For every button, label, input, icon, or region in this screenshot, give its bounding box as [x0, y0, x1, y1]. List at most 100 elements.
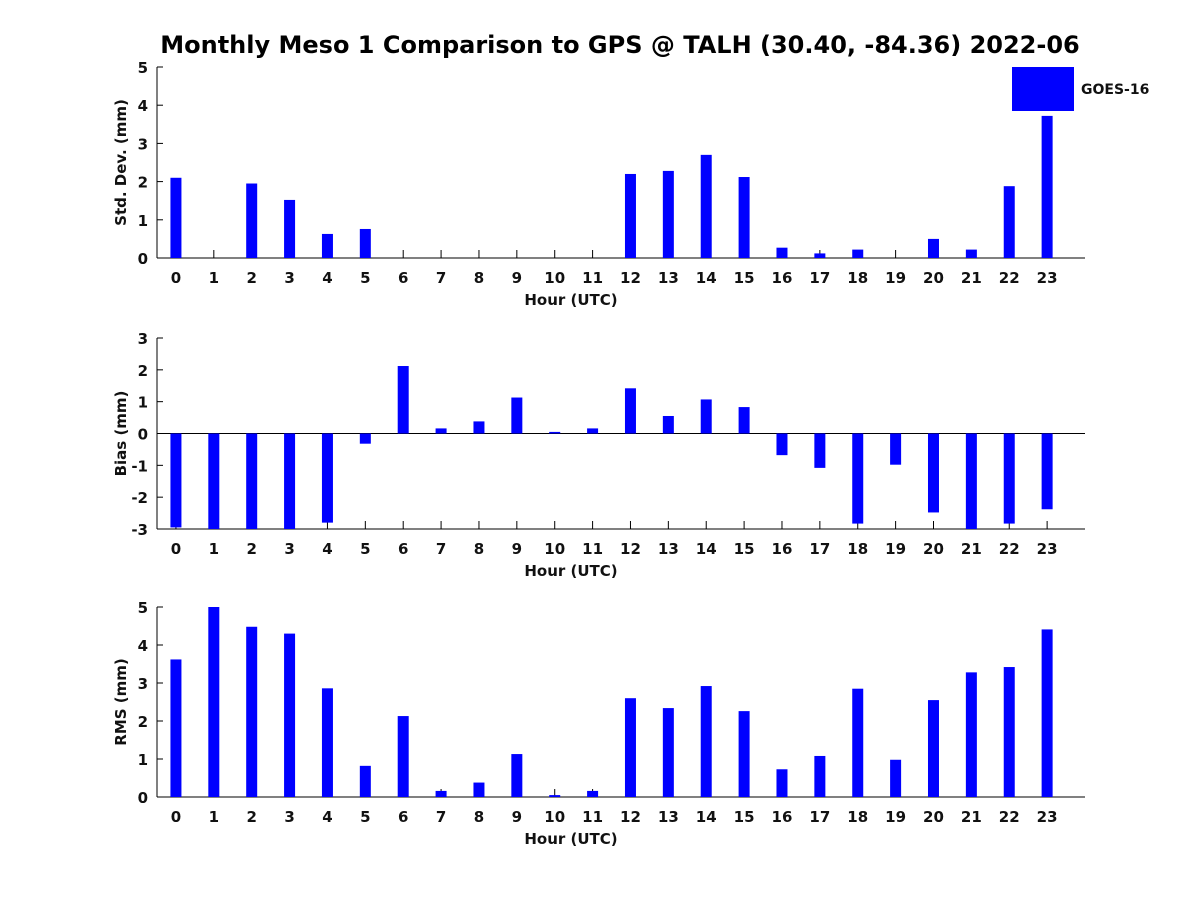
y-tick-label: 1	[138, 751, 148, 769]
x-tick-label: 22	[999, 269, 1020, 287]
y-tick-label: 1	[138, 212, 148, 230]
x-tick-label: 14	[696, 808, 717, 826]
y-tick-label: -1	[131, 457, 148, 475]
x-tick-label: 7	[436, 808, 446, 826]
x-tick-label: 14	[696, 269, 717, 287]
x-tick-label: 3	[284, 540, 294, 558]
x-tick-label: 1	[209, 808, 219, 826]
bar-hour-15	[738, 407, 750, 434]
x-tick-label: 20	[923, 540, 944, 558]
x-tick-label: 16	[772, 269, 793, 287]
bar-hour-2	[246, 626, 258, 797]
y-tick-label: 5	[138, 59, 148, 77]
bar-hour-21	[965, 433, 977, 529]
x-tick-label: 8	[474, 269, 484, 287]
y-tick-label: -3	[131, 521, 148, 539]
bar-hour-13	[662, 708, 674, 797]
bar-hour-9	[511, 754, 523, 797]
bar-hour-5	[359, 228, 371, 258]
y-tick-label: 3	[138, 135, 148, 153]
x-tick-label: 2	[246, 808, 256, 826]
x-tick-label: 3	[284, 808, 294, 826]
bar-hour-19	[890, 759, 902, 797]
bar-hour-9	[511, 397, 523, 434]
x-tick-label: 13	[658, 808, 679, 826]
bar-hour-7	[435, 428, 447, 434]
y-tick-label: 0	[138, 789, 148, 807]
y-tick-label: 3	[138, 675, 148, 693]
bar-hour-20	[927, 433, 939, 513]
x-tick-label: 4	[322, 269, 332, 287]
bar-hour-16	[776, 433, 788, 456]
x-tick-label: 6	[398, 808, 408, 826]
x-tick-label: 7	[436, 269, 446, 287]
x-tick-label: 15	[734, 808, 755, 826]
x-tick-label: 18	[847, 540, 868, 558]
bar-hour-2	[246, 183, 258, 258]
bar-hour-23	[1041, 433, 1053, 510]
x-axis-label: Hour (UTC)	[524, 291, 617, 309]
x-tick-label: 13	[658, 269, 679, 287]
x-tick-label: 18	[847, 808, 868, 826]
bar-hour-0	[170, 177, 182, 258]
x-tick-label: 19	[885, 269, 906, 287]
x-tick-label: 17	[809, 808, 830, 826]
x-tick-label: 9	[512, 808, 522, 826]
x-tick-label: 12	[620, 540, 641, 558]
x-tick-label: 5	[360, 540, 370, 558]
y-axis-label: Bias (mm)	[112, 391, 130, 477]
bar-hour-16	[776, 769, 788, 797]
x-tick-label: 16	[772, 808, 793, 826]
x-tick-label: 7	[436, 540, 446, 558]
bar-hour-14	[700, 399, 712, 434]
bar-hour-22	[1003, 433, 1015, 524]
x-tick-label: 11	[582, 269, 603, 287]
x-tick-label: 6	[398, 540, 408, 558]
x-axis-label: Hour (UTC)	[524, 830, 617, 848]
bar-hour-18	[852, 249, 864, 258]
bar-hour-14	[700, 686, 712, 797]
bar-hour-17	[814, 433, 826, 468]
x-tick-label: 20	[923, 808, 944, 826]
bar-hour-22	[1003, 186, 1015, 258]
bar-hour-20	[927, 700, 939, 797]
bar-hour-8	[473, 421, 485, 434]
x-tick-label: 8	[474, 808, 484, 826]
x-tick-label: 3	[284, 269, 294, 287]
x-tick-label: 19	[885, 540, 906, 558]
bar-hour-20	[927, 238, 939, 258]
x-tick-label: 13	[658, 540, 679, 558]
x-tick-label: 12	[620, 808, 641, 826]
x-tick-label: 20	[923, 269, 944, 287]
y-tick-label: 4	[138, 97, 148, 115]
y-tick-label: -2	[131, 489, 148, 507]
bar-hour-3	[284, 633, 296, 797]
bar-hour-11	[587, 428, 599, 434]
bar-hour-0	[170, 433, 182, 528]
bar-hour-5	[359, 433, 371, 444]
chart-title: Monthly Meso 1 Comparison to GPS @ TALH …	[160, 31, 1079, 59]
x-tick-label: 9	[512, 540, 522, 558]
x-tick-label: 17	[809, 540, 830, 558]
y-tick-label: 5	[138, 599, 148, 617]
x-tick-label: 10	[544, 540, 565, 558]
bar-hour-7	[435, 790, 447, 797]
bar-hour-15	[738, 177, 750, 258]
y-tick-label: 1	[138, 394, 148, 412]
bar-hour-18	[852, 688, 864, 797]
bar-hour-19	[890, 433, 902, 465]
x-tick-label: 2	[246, 269, 256, 287]
y-tick-label: 2	[138, 174, 148, 192]
bar-hour-17	[814, 755, 826, 797]
x-tick-label: 18	[847, 269, 868, 287]
bar-hour-10	[549, 431, 561, 434]
bar-hour-2	[246, 433, 258, 529]
bar-hour-11	[587, 790, 599, 797]
x-tick-label: 23	[1037, 540, 1058, 558]
x-tick-label: 1	[209, 269, 219, 287]
x-tick-label: 4	[322, 540, 332, 558]
